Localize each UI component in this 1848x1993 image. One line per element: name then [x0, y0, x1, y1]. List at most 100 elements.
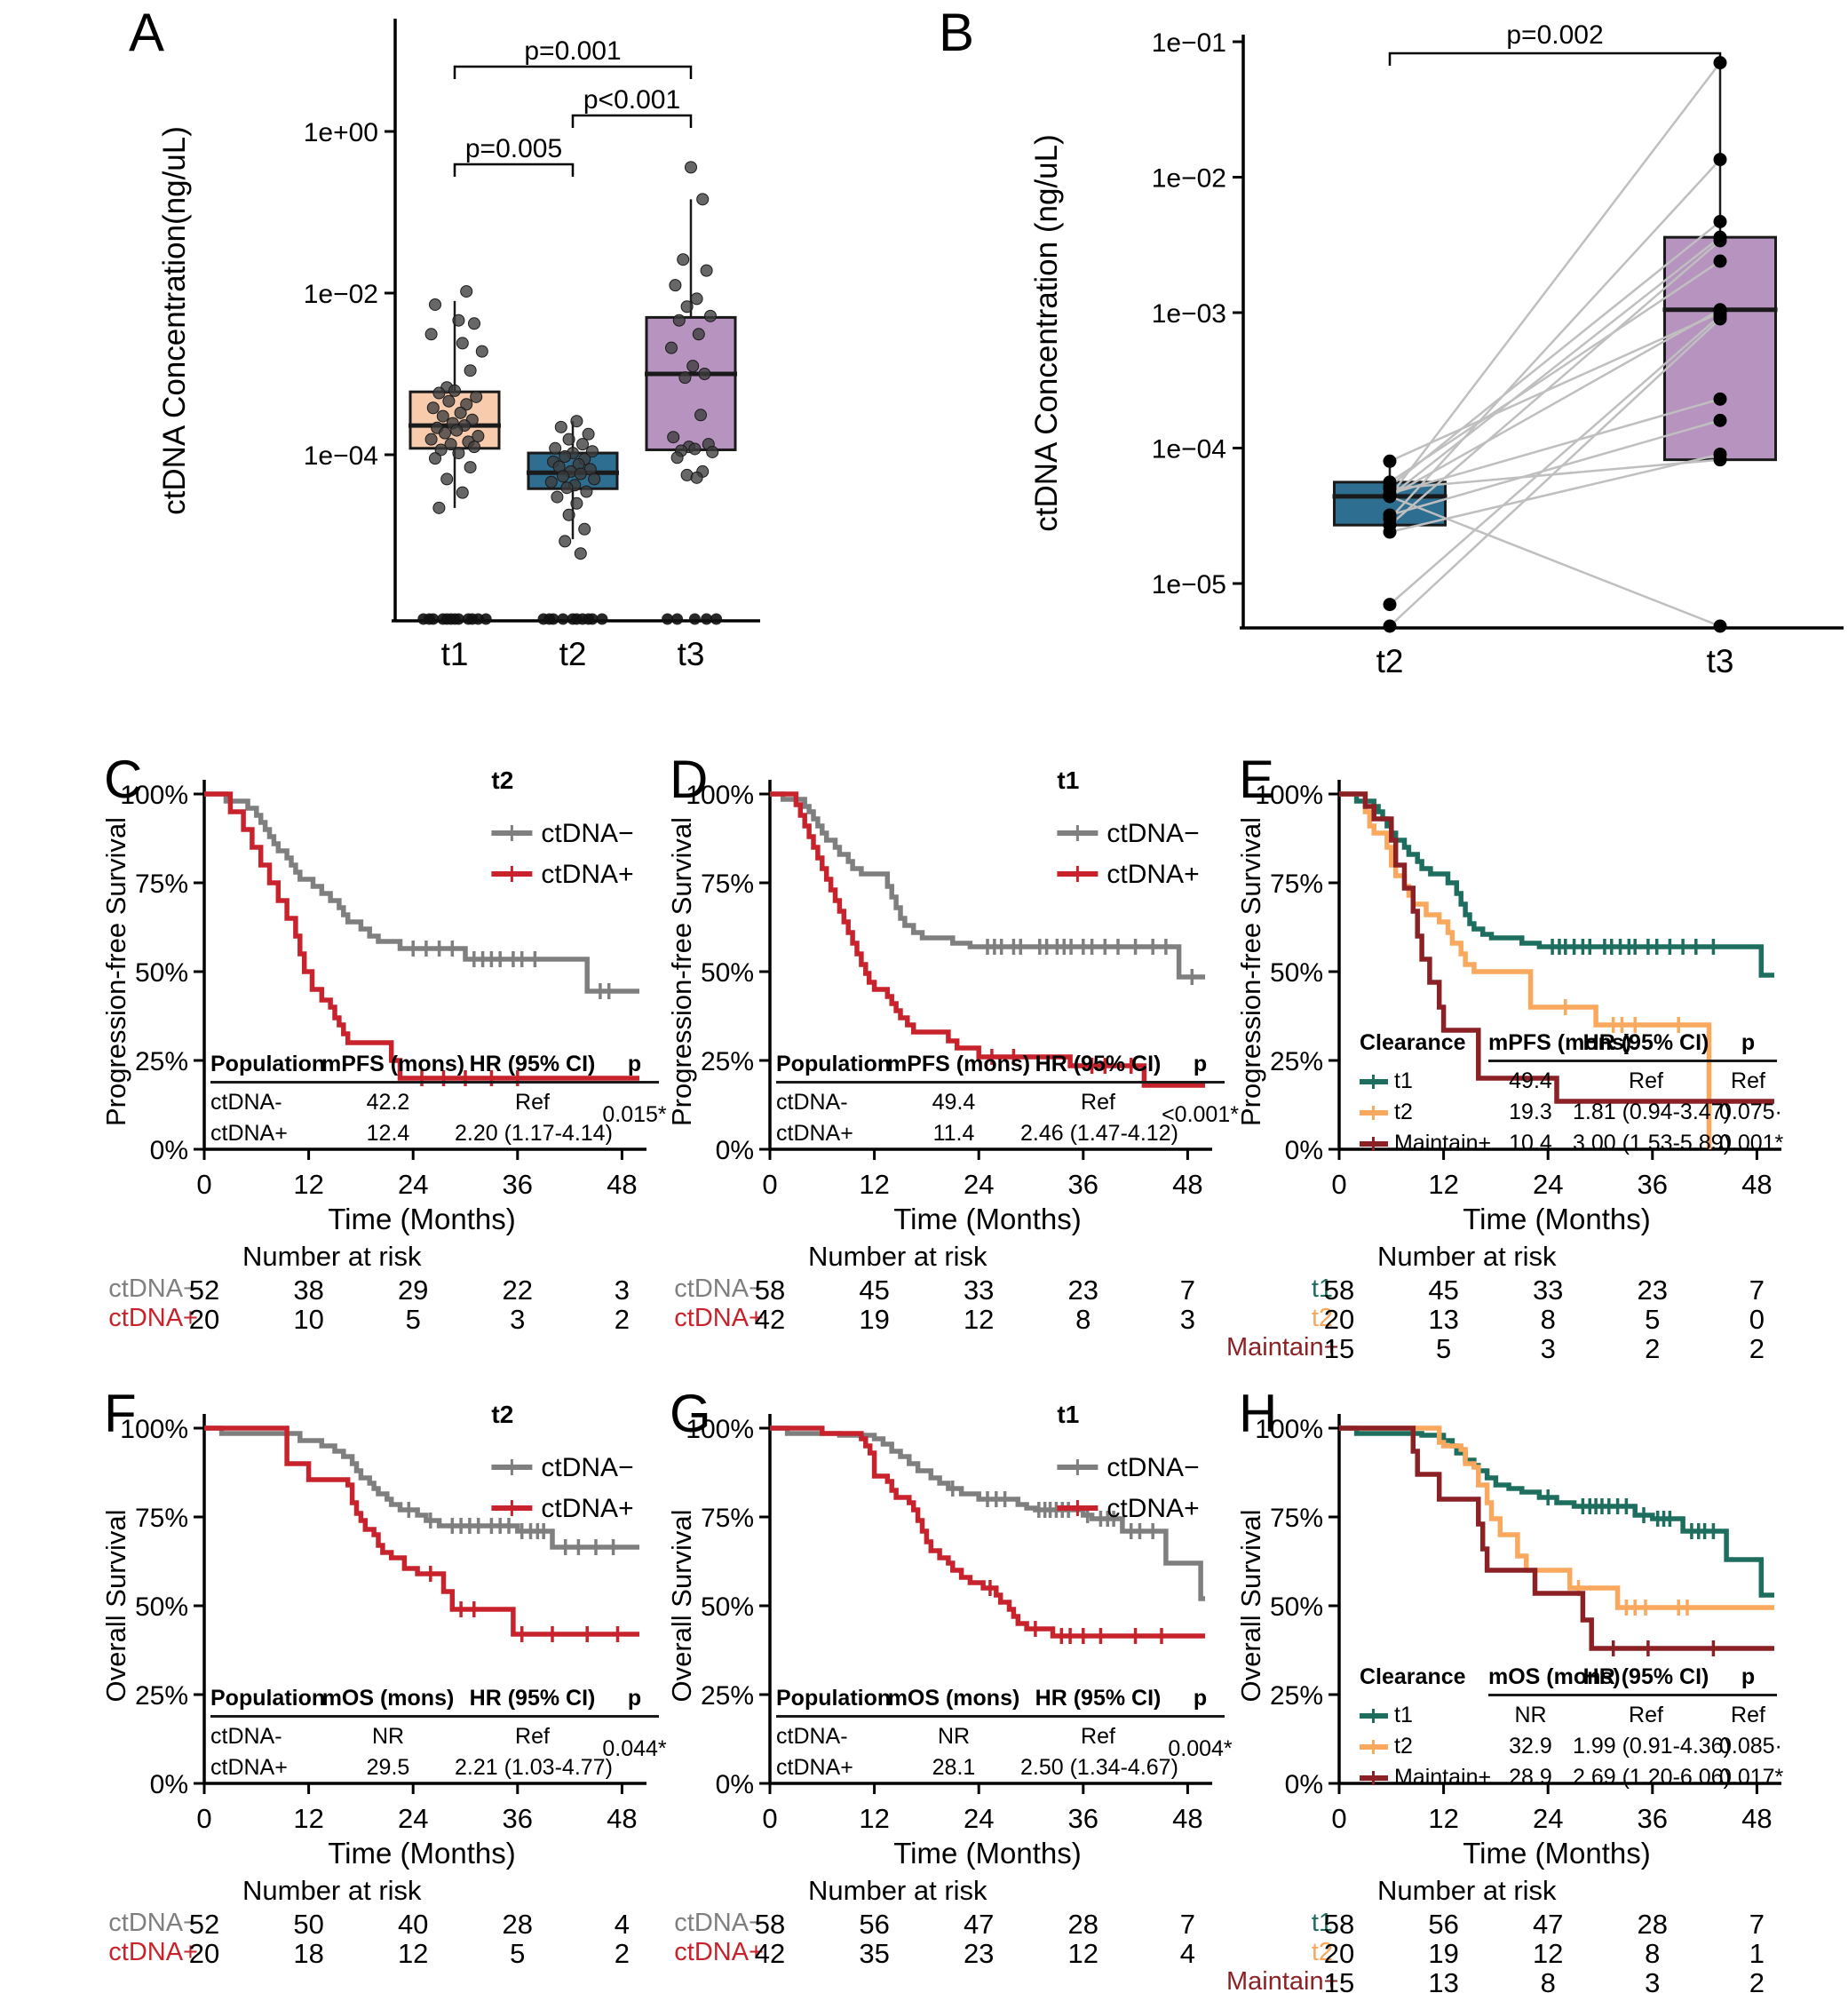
risk-count: 4	[614, 1909, 631, 1940]
pvalue-label: p=0.001	[524, 36, 621, 66]
pvalue-bracket	[453, 65, 693, 79]
stats-row-label: ctDNA-	[210, 1724, 282, 1749]
stats-header: HR (95% CI)	[1020, 1052, 1176, 1084]
x-tick-label: 12	[1428, 1169, 1458, 1200]
stats-row-label: Maintain+	[1360, 1124, 1491, 1155]
y-tick-label: 25%	[1270, 1681, 1323, 1711]
stats-header: Population	[210, 1686, 325, 1718]
risk-count: 23	[1637, 1274, 1669, 1306]
data-point	[452, 314, 465, 327]
risk-count: 7	[1179, 1909, 1196, 1940]
data-point	[562, 433, 575, 446]
x-tick-label: 24	[964, 1803, 994, 1834]
legend-swatch	[1360, 1106, 1388, 1120]
data-point	[574, 467, 587, 480]
stats-value: 29.5	[366, 1755, 410, 1780]
risk-table-title: Number at risk	[1377, 1875, 1557, 1906]
data-point	[562, 508, 575, 521]
panel-h-letter: H	[1239, 1384, 1278, 1443]
y-tick-label: 25%	[1270, 1047, 1323, 1076]
x-axis-label: Time (Months)	[893, 1203, 1081, 1235]
risk-count: 2	[1749, 1333, 1765, 1364]
panel-h-risk-table: Number at risk t1 58 56 47 28 7 t2 20 19 12 8 1 Maint…	[1226, 1875, 1805, 1993]
legend-label: ctDNA+	[1106, 860, 1199, 889]
legend-label: ctDNA−	[541, 819, 633, 848]
panel-c-km-plot: 0% 25% 50% 75% 100% 0 12 24 36 48 Progression-free…	[100, 766, 646, 1235]
risk-count: 50	[293, 1909, 324, 1940]
risk-count: 52	[188, 1274, 220, 1306]
y-axis-label: ctDNA Concentration(ng/uL)	[157, 126, 192, 515]
risk-count: 7	[1749, 1909, 1765, 1940]
data-point	[456, 337, 469, 350]
risk-row-label: t1	[1311, 1274, 1333, 1303]
x-tick-label: 36	[503, 1803, 533, 1834]
y-tick-label: 0%	[150, 1136, 188, 1165]
y-tick-label: 75%	[701, 1504, 754, 1533]
risk-count: 56	[1428, 1909, 1459, 1940]
x-tick-label: 24	[398, 1169, 428, 1200]
x-axis-label: Time (Months)	[328, 1837, 515, 1870]
risk-count: 19	[859, 1304, 890, 1335]
y-tick-label: 100%	[686, 781, 754, 810]
plot-title: t2	[491, 1401, 513, 1428]
x-tick-label: 0	[196, 1169, 211, 1200]
stats-value: 2.21 (1.03-4.77)	[455, 1755, 613, 1780]
risk-row-label: Maintain+	[1226, 1333, 1339, 1362]
panel-f-km-plot: 0% 25% 50% 75% 100% 0 12 24 36 48 Overall Survival…	[100, 1401, 646, 1870]
risk-row-label: ctDNA+	[674, 1304, 764, 1332]
risk-count: 20	[188, 1938, 220, 1969]
stats-header: HR (95% CI)	[455, 1052, 610, 1084]
data-point	[700, 264, 713, 277]
risk-count: 42	[754, 1304, 786, 1335]
y-tick-label: 100%	[686, 1415, 754, 1444]
stats-row-label: t1	[1360, 1062, 1488, 1093]
paired-point	[1713, 254, 1727, 268]
x-tick-label: 12	[859, 1803, 889, 1834]
data-point	[429, 452, 441, 465]
data-point	[570, 415, 583, 428]
y-axis-label: Overall Survival	[1235, 1509, 1266, 1702]
risk-count: 5	[1645, 1304, 1661, 1335]
panel-e-stats-table: Clearance mPFS (mons) HR (95% CI) p t1 49.4 Re…	[1360, 1030, 1783, 1155]
risk-count: 5	[1435, 1333, 1452, 1364]
pvalue-label: p=0.005	[465, 134, 562, 163]
data-point	[452, 447, 465, 460]
panel-f-risk-table: Number at risk ctDNA− 52 50 40 28 4 ctDNA+ 20 18 1…	[102, 1875, 670, 1993]
panel-e-risk-table: Number at risk t1 58 45 33 23 7 t2 20 13 8 5 0 Mainta…	[1226, 1241, 1805, 1365]
data-point	[690, 292, 703, 306]
data-point	[670, 451, 684, 465]
risk-count: 2	[1645, 1333, 1661, 1364]
panel-c-letter: C	[104, 750, 143, 809]
km-curve-t2	[1339, 791, 1712, 1149]
y-tick-label: 50%	[135, 958, 188, 988]
x-tick-label: 48	[1172, 1169, 1202, 1200]
data-point	[454, 406, 467, 419]
risk-table-title: Number at risk	[242, 1241, 422, 1272]
y-axis-label: Progression-free Survival	[100, 817, 131, 1126]
stats-value: NR	[371, 1724, 405, 1749]
pair-line	[1389, 458, 1721, 490]
risk-count: 7	[1749, 1274, 1765, 1306]
data-point	[470, 390, 483, 403]
risk-count: 42	[754, 1938, 786, 1969]
paired-point	[1383, 525, 1397, 539]
x-tick-label: 36	[1638, 1169, 1668, 1200]
y-tick-label: 50%	[1270, 958, 1323, 988]
zero-point	[557, 613, 569, 625]
panel-d-stats-table: Population mPFS (mons) HR (95% CI) p ctDNA- 4…	[776, 1052, 1239, 1146]
paired-point	[1713, 215, 1727, 229]
panel-g: G 0% 25% 50% 75% 100% 0 12 24 36 48 Overall Surviv…	[666, 1387, 1236, 1993]
data-point	[586, 445, 599, 458]
km-curve-ctDNA−	[770, 791, 1205, 980]
legend-swatch	[1360, 1075, 1388, 1089]
x-tick-label: 48	[607, 1169, 637, 1200]
risk-count: 15	[1323, 1967, 1355, 1993]
stats-header: Population	[776, 1052, 891, 1084]
y-tick-label: 1e−02	[304, 280, 378, 309]
km-curve-t2	[1339, 1425, 1774, 1610]
stats-header: p	[610, 1052, 659, 1084]
y-tick-label: 0%	[716, 1136, 754, 1165]
zero-point	[543, 613, 556, 625]
panel-d: D 0% 25% 50% 75% 100% 0 12 24 36 48 Progression-fr…	[666, 753, 1239, 1378]
y-tick-label: 50%	[701, 1592, 754, 1622]
